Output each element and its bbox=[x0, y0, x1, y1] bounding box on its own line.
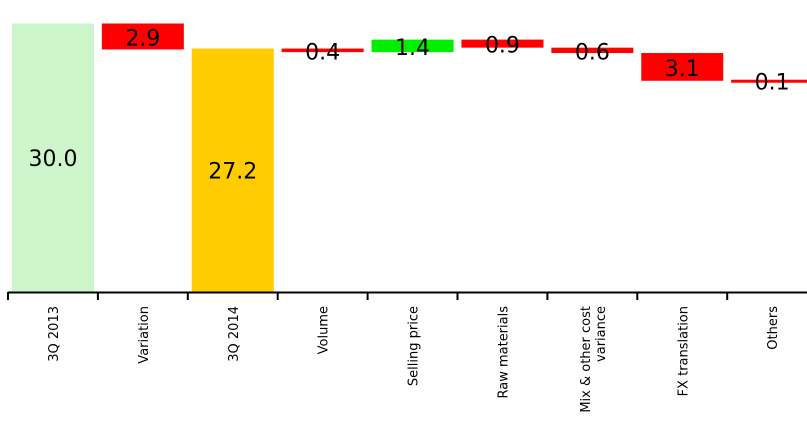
data-label-fx-translation: 3.1 bbox=[665, 57, 700, 82]
tick-label-mix-and-other-cost-variance: Mix & other costvariance bbox=[579, 306, 609, 413]
bar-mix-and-other-cost-variance bbox=[551, 47, 634, 54]
bar-others bbox=[731, 79, 807, 83]
bar-raw-materials bbox=[461, 39, 544, 48]
tick-label-3q-2013: 3Q 2013 bbox=[47, 306, 62, 362]
data-label-mix-and-other-cost-variance: 0.6 bbox=[575, 40, 610, 65]
data-labels-layer: 30.0 2.9 27.2 0.4 1.4 0.9 0.6 3.1 0.1 bbox=[28, 26, 789, 184]
data-label-selling-price: 1.4 bbox=[395, 36, 430, 61]
data-label-others: 0.1 bbox=[755, 71, 790, 96]
data-label-volume: 0.4 bbox=[305, 40, 340, 65]
tick-label-3q-2014: 3Q 2014 bbox=[227, 306, 242, 362]
bars-layer bbox=[11, 23, 807, 293]
bar-variation bbox=[101, 23, 184, 50]
bar-fx-translation bbox=[641, 53, 724, 81]
tick-label-others: Others bbox=[766, 306, 781, 350]
bar-3q-2013 bbox=[11, 23, 94, 292]
tick-label-variation: Variation bbox=[137, 306, 152, 364]
tick-labels-layer: 3Q 2013 Variation 3Q 2014 Volume Selling pri… bbox=[47, 306, 781, 413]
tick-label-selling-price: Selling price bbox=[407, 306, 422, 386]
x-axis bbox=[7, 291, 807, 300]
tick-label-fx-translation: FX translation bbox=[676, 306, 691, 396]
data-label-3q-2014: 27.2 bbox=[208, 159, 257, 184]
data-label-3q-2013: 30.0 bbox=[28, 147, 77, 172]
data-label-raw-materials: 0.9 bbox=[485, 34, 520, 59]
tick-label-volume: Volume bbox=[317, 306, 332, 354]
data-label-variation: 2.9 bbox=[125, 26, 160, 51]
tick-label-raw-materials: Raw materials bbox=[496, 306, 511, 399]
bar-volume bbox=[281, 48, 364, 53]
bar-3q-2014 bbox=[191, 48, 274, 293]
bar-selling-price bbox=[371, 39, 454, 53]
